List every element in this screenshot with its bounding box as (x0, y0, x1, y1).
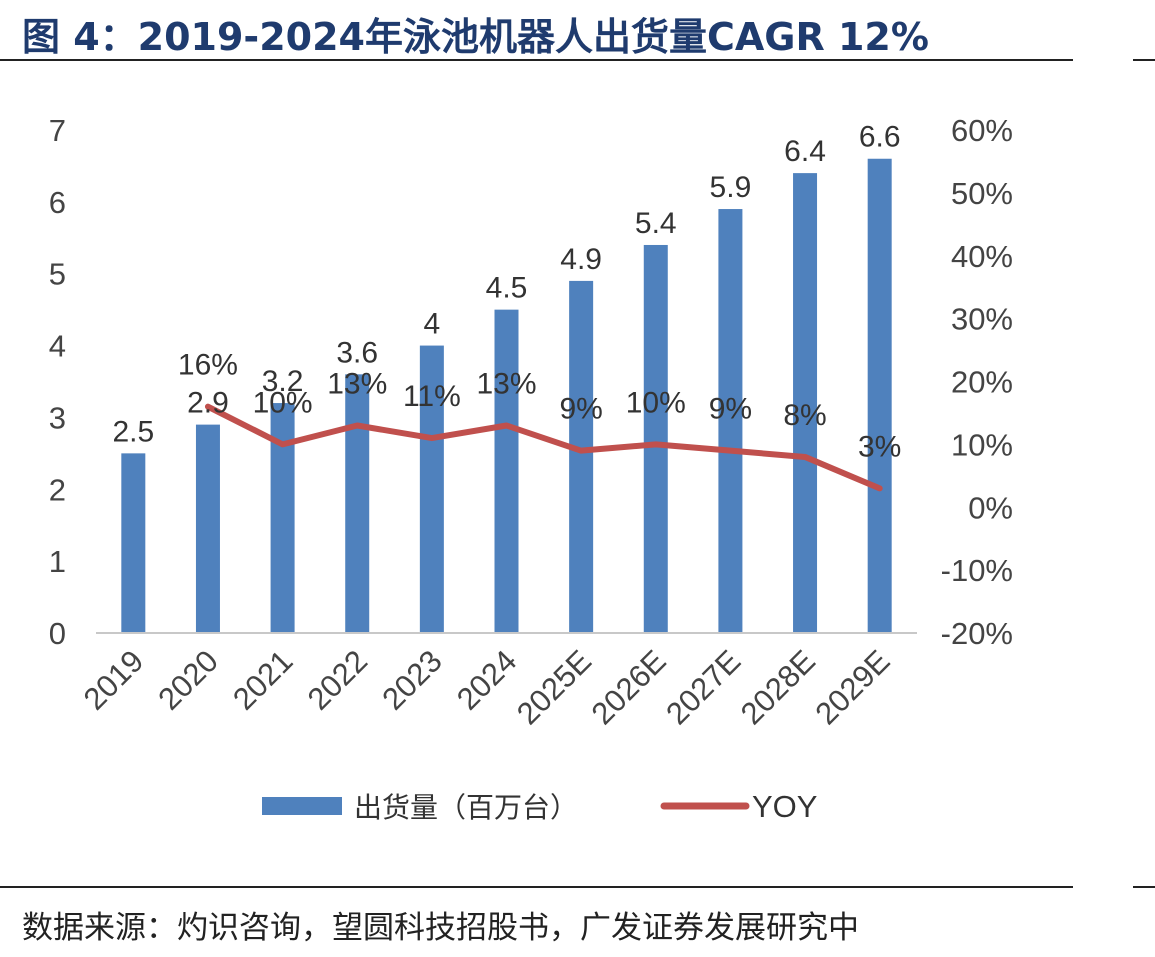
x-tick-2020: 2020 (151, 643, 225, 717)
y-right-tick: -20% (941, 616, 1013, 651)
y-right-tick: 60% (951, 113, 1013, 148)
x-tick-2026E: 2026E (585, 643, 673, 731)
y-right-tick: 30% (951, 302, 1013, 337)
x-tick-2025E: 2025E (510, 643, 598, 731)
title-rule (0, 59, 1073, 61)
bar-label-2025E: 4.9 (560, 243, 602, 276)
bar-label-2021: 3.2 (262, 365, 304, 398)
legend-label-line: YOY (752, 789, 817, 824)
x-tick-2023: 2023 (375, 643, 449, 717)
x-tick-2028E: 2028E (734, 643, 822, 731)
x-tick-2021: 2021 (226, 643, 300, 717)
legend-swatch-bar (262, 797, 342, 815)
bar-2026E (643, 244, 668, 633)
bar-label-2024: 4.5 (486, 272, 528, 305)
x-tick-2027E: 2027E (659, 643, 747, 731)
yoy-label-2022: 13% (327, 368, 387, 401)
y-left-tick: 5 (49, 257, 66, 292)
yoy-label-2024: 13% (476, 368, 536, 401)
yoy-series (204, 403, 883, 492)
bar-2022 (345, 374, 370, 633)
yoy-line (204, 403, 883, 492)
y-right-tick: 10% (951, 427, 1013, 462)
y-left-tick: 7 (49, 113, 66, 148)
bar-2027E (718, 209, 743, 634)
y-left-tick: 3 (49, 400, 66, 435)
bar-label-2027E: 5.9 (710, 171, 752, 204)
bar-2019 (121, 453, 146, 633)
x-axis: 2019 2020 2021 2022 2023 20242025E2026E2027E2… (77, 643, 897, 731)
source-rule (0, 886, 1073, 888)
x-tick-2022: 2022 (301, 643, 375, 717)
bar-2028E (793, 173, 818, 633)
bar-2023 (419, 345, 444, 633)
yoy-label-2020: 16% (178, 349, 238, 382)
yoy-label-2021: 10% (253, 386, 313, 419)
source-rule-right (1133, 886, 1155, 888)
bar-2029E (867, 158, 892, 633)
yoy-label-2028E: 8% (783, 399, 826, 432)
bar-2024 (494, 309, 519, 633)
y-left-tick: 2 (49, 472, 66, 507)
bar-label-2028E: 6.4 (784, 135, 826, 168)
yoy-label-2027E: 9% (709, 393, 752, 426)
figure-title: 图 4：2019-2024年泳池机器人出货量CAGR 12% (22, 15, 929, 59)
y-right-tick: 0% (968, 490, 1013, 525)
yoy-label-2029E: 3% (858, 430, 901, 463)
y-left-tick: 6 (49, 185, 66, 220)
bar-2020 (195, 424, 220, 633)
y-right-tick: 20% (951, 365, 1013, 400)
y-right-tick: -10% (941, 553, 1013, 588)
bar-label-2019: 2.5 (112, 415, 154, 448)
x-tick-2029E: 2029E (808, 643, 896, 731)
x-tick-2019: 2019 (77, 643, 151, 717)
y-axis-right: -20% -10% 0% 10% 20% 30% 40% 50% 60% (941, 113, 1013, 651)
y-left-tick: 0 (49, 616, 66, 651)
yoy-label-2025E: 9% (559, 393, 602, 426)
y-left-tick: 1 (49, 544, 66, 579)
legend-label-bar: 出货量（百万台） (354, 791, 578, 824)
y-axis-left: 0 1 2 3 4 5 6 7 (49, 113, 66, 651)
bar-label-2022: 3.6 (336, 336, 378, 369)
bar-label-2026E: 5.4 (635, 207, 677, 240)
bar-2025E (569, 280, 594, 633)
bar-label-2020: 2.9 (187, 387, 229, 420)
y-right-tick: 50% (951, 176, 1013, 211)
y-left-tick: 4 (49, 329, 66, 364)
source-note: 数据来源：灼识咨询，望圆科技招股书，广发证券发展研究中 (22, 910, 859, 946)
bar-label-2023: 4 (424, 308, 441, 341)
bars-series (121, 158, 892, 634)
title-rule-right (1133, 59, 1155, 61)
yoy-label-2026E: 10% (626, 386, 686, 419)
bar-label-2029E: 6.6 (859, 121, 901, 154)
y-right-tick: 40% (951, 239, 1013, 274)
legend: 出货量（百万台） YOY (262, 789, 817, 824)
yoy-label-2023: 11% (403, 380, 461, 413)
